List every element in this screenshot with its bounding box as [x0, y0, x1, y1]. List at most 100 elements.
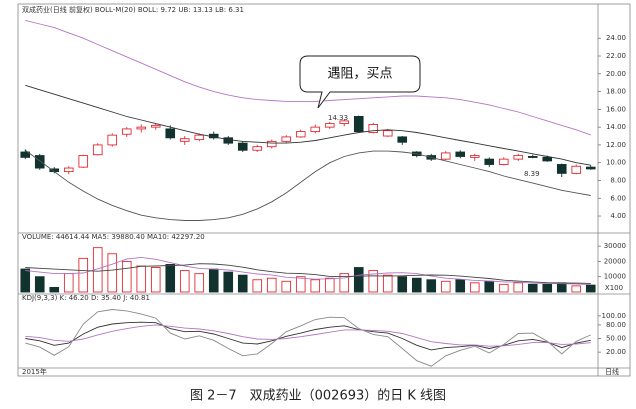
candle-body	[324, 123, 335, 128]
candle-body	[34, 155, 45, 169]
volume-bar	[179, 270, 190, 293]
volume-bar	[20, 268, 31, 293]
volume-bar	[165, 264, 176, 293]
candle-body	[484, 158, 495, 165]
y-tick-label: 12.00	[606, 141, 626, 149]
volume-bar	[252, 279, 263, 293]
volume-bar	[585, 284, 596, 293]
volume-bar	[527, 283, 538, 293]
kdj-header: KDJ(9,3,3) K: 46.20 D: 35.40 J: 40.81	[22, 294, 150, 302]
volume-bar	[237, 274, 248, 293]
volume-bar	[78, 257, 89, 293]
callout-text: 遇阻，买点	[327, 67, 392, 82]
candle-body	[440, 152, 451, 160]
ma-line	[25, 256, 591, 285]
volume-bar	[498, 283, 509, 293]
volume-bar	[455, 279, 466, 293]
volume-bar	[281, 280, 292, 293]
candle-body	[295, 131, 306, 138]
y-tick-label: 10.00	[606, 159, 626, 167]
y-tick-label: 6.00	[610, 194, 626, 202]
period-label: 日线	[605, 367, 619, 376]
y-tick-label: 80.00	[606, 321, 626, 329]
candle-body	[382, 130, 393, 137]
y-tick-label: 22.00	[606, 52, 626, 60]
candle-body	[136, 126, 147, 130]
frame	[17, 3, 631, 377]
candle-body	[542, 156, 553, 162]
candle-body	[78, 155, 89, 168]
volume-bar	[150, 267, 161, 293]
volume-bar	[324, 277, 335, 293]
volume-bar	[339, 273, 350, 293]
candle-body	[20, 151, 31, 158]
volume-bar	[469, 282, 480, 293]
candle-body	[121, 128, 132, 135]
volume-bar	[34, 276, 45, 293]
candle-body	[165, 128, 176, 139]
y-tick-label: 18.00	[606, 88, 626, 96]
candle-body	[107, 134, 118, 146]
y-tick-label: 4.00	[610, 212, 626, 220]
candle-body	[237, 142, 248, 151]
volume-bar	[382, 274, 393, 293]
y-tick-label: 10000	[604, 273, 626, 281]
y-tick-label: 20000	[604, 257, 626, 265]
volume-bar	[426, 279, 437, 293]
candle-body	[571, 165, 582, 174]
y-tick-label: 8.00	[610, 176, 626, 184]
boll-line	[25, 84, 591, 166]
volume-bar	[440, 280, 451, 293]
y-tick-label: 14.00	[606, 123, 626, 131]
candle-body	[527, 156, 538, 158]
unit-label: X100	[605, 284, 623, 292]
boll-line	[25, 19, 591, 136]
candle-body	[310, 126, 321, 133]
ma-line	[25, 263, 591, 284]
candle-body	[368, 124, 379, 133]
annotation: 14.33	[328, 114, 348, 122]
volume-bar	[295, 276, 306, 293]
volume-bar	[353, 267, 364, 293]
candle-body	[92, 144, 103, 156]
volume-bar	[397, 276, 408, 293]
y-tick-label: 30000	[604, 242, 626, 250]
candle-body	[397, 136, 408, 143]
volume-bar	[571, 285, 582, 293]
volume-bar	[266, 277, 277, 293]
candle-body	[556, 164, 567, 174]
volume-bar	[208, 268, 219, 293]
candle-body	[513, 155, 524, 160]
volume-bar	[484, 280, 495, 293]
candle-body	[281, 136, 292, 142]
volume-bar	[49, 286, 60, 293]
y-tick-label: 24.00	[606, 34, 626, 42]
volume-bar	[368, 270, 379, 293]
volume-bar	[107, 253, 118, 293]
candle-body	[63, 167, 74, 173]
candle-body	[585, 166, 596, 170]
candle-body	[498, 158, 509, 165]
candle-body	[150, 124, 161, 128]
main-header: 双成药业(日线 前复权) BOLL-M(20) BOLL: 9.72 UB: 1…	[22, 5, 244, 14]
kdj-line	[25, 324, 591, 347]
volume-bar	[136, 265, 147, 293]
boll-line	[25, 149, 591, 221]
volume-bar	[411, 277, 422, 293]
annotation: 8.39	[524, 170, 540, 178]
candle-body	[194, 134, 205, 141]
y-tick-label: 16.00	[606, 105, 626, 113]
plot: 24.00 22.00 20.00 18.00 16.00 14.00 12.00 10.00…	[20, 19, 627, 367]
volume-bar	[194, 273, 205, 293]
callout	[299, 55, 421, 109]
candle-body	[469, 155, 480, 158]
kdj-line	[25, 321, 591, 351]
kdj-line	[25, 309, 591, 367]
y-tick-label: 100.00	[602, 312, 627, 320]
volume-bar	[513, 282, 524, 293]
y-tick-label: 20.00	[606, 70, 626, 78]
y-tick-label: 20.00	[606, 348, 626, 356]
volume-bar	[121, 260, 132, 293]
candle-body	[252, 146, 263, 151]
